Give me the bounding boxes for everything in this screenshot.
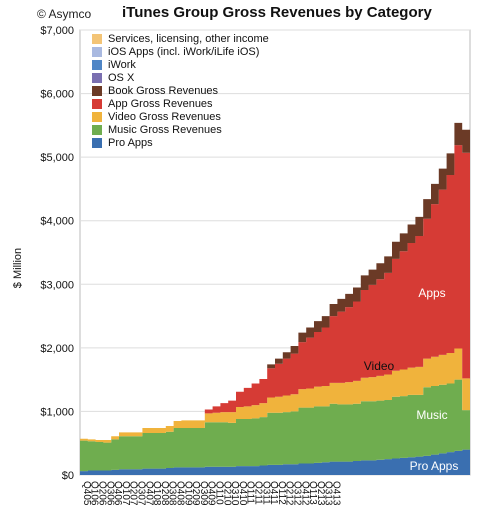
chart-annotation: Pro Apps bbox=[410, 459, 459, 473]
legend-label: OS X bbox=[108, 71, 135, 84]
legend-item: Book Gross Revenues bbox=[92, 84, 269, 97]
x-tick-label: Q112 bbox=[276, 481, 287, 505]
x-tick-label: Q312 bbox=[292, 481, 303, 506]
x-tick-label: Q207 bbox=[128, 481, 139, 506]
y-tick-label: $1,000 bbox=[40, 406, 74, 418]
legend-item: App Gross Revenues bbox=[92, 97, 269, 110]
x-tick-label: Q307 bbox=[136, 481, 147, 506]
y-tick-label: $0 bbox=[62, 470, 74, 482]
legend-swatch bbox=[92, 85, 102, 96]
x-tick-label: Q412 bbox=[299, 481, 310, 506]
legend: Services, licensing, other income iOS App… bbox=[92, 32, 269, 149]
legend-swatch bbox=[92, 33, 102, 44]
chart-annotation: Video bbox=[364, 359, 395, 373]
legend-swatch bbox=[92, 124, 102, 135]
x-tick-label: Q313 bbox=[323, 481, 334, 506]
x-tick-label: Q106 bbox=[89, 481, 100, 506]
x-tick-label: Q211 bbox=[253, 481, 264, 505]
credit-text: © Asymco bbox=[37, 7, 92, 21]
x-tick-label: Q413 bbox=[331, 481, 342, 506]
legend-label: Book Gross Revenues bbox=[108, 84, 219, 97]
x-tick-label: Q209 bbox=[190, 481, 201, 506]
legend-swatch bbox=[92, 98, 102, 109]
legend-swatch bbox=[92, 59, 102, 70]
legend-item: OS X bbox=[92, 71, 269, 84]
x-tick-label: Q310 bbox=[229, 481, 240, 506]
legend-swatch bbox=[92, 46, 102, 57]
chart-header: © Asymco iTunes Group Gross Revenues by … bbox=[0, 2, 480, 24]
x-tick-label: Q309 bbox=[198, 481, 209, 506]
x-tick-label: Q108 bbox=[151, 481, 162, 506]
chart-title: iTunes Group Gross Revenues by Category bbox=[122, 4, 432, 21]
legend-label: Music Gross Revenues bbox=[108, 123, 222, 136]
legend-label: iWork bbox=[108, 58, 136, 71]
legend-label: Video Gross Revenues bbox=[108, 110, 221, 123]
x-tick-label: Q111 bbox=[245, 481, 256, 504]
x-tick-label: Q410 bbox=[237, 481, 248, 506]
x-tick-label: Q409 bbox=[206, 481, 217, 506]
y-tick-label: $6,000 bbox=[40, 89, 74, 101]
series-area bbox=[80, 449, 470, 475]
series-area bbox=[80, 145, 470, 441]
legend-label: Services, licensing, other income bbox=[108, 32, 269, 45]
x-tick-label: Q206 bbox=[97, 481, 108, 506]
y-tick-label: $5,000 bbox=[40, 152, 74, 164]
x-tick-label: Q212 bbox=[284, 481, 295, 506]
y-tick-label: $4,000 bbox=[40, 216, 74, 228]
legend-label: iOS Apps (incl. iWork/iLife iOS) bbox=[108, 45, 260, 58]
chart-annotation: Music bbox=[416, 408, 447, 422]
y-tick-label: $7,000 bbox=[40, 25, 74, 37]
chart-annotation: Apps bbox=[418, 286, 445, 300]
legend-item: iOS Apps (incl. iWork/iLife iOS) bbox=[92, 45, 269, 58]
y-tick-label: $2,000 bbox=[40, 343, 74, 355]
legend-item: iWork bbox=[92, 58, 269, 71]
x-tick-label: Q113 bbox=[307, 481, 318, 505]
x-tick-label: Q408 bbox=[175, 481, 186, 506]
x-tick-label: Q213 bbox=[315, 481, 326, 506]
x-tick-label: Q109 bbox=[182, 481, 193, 506]
legend-swatch bbox=[92, 72, 102, 83]
x-tick-label: Q405 bbox=[81, 481, 92, 506]
legend-label: App Gross Revenues bbox=[108, 97, 213, 110]
series-area bbox=[80, 379, 470, 472]
x-tick-label: Q110 bbox=[214, 481, 225, 505]
x-tick-label: Q308 bbox=[167, 481, 178, 506]
x-tick-label: Q210 bbox=[221, 481, 232, 506]
legend-item: Pro Apps bbox=[92, 136, 269, 149]
legend-item: Services, licensing, other income bbox=[92, 32, 269, 45]
legend-swatch bbox=[92, 111, 102, 122]
x-tick-label: Q311 bbox=[260, 481, 271, 505]
x-tick-label: Q208 bbox=[159, 481, 170, 506]
legend-item: Music Gross Revenues bbox=[92, 123, 269, 136]
x-tick-label: Q411 bbox=[268, 481, 279, 505]
legend-label: Pro Apps bbox=[108, 136, 153, 149]
legend-swatch bbox=[92, 137, 102, 148]
x-tick-label: Q407 bbox=[143, 481, 154, 506]
x-tick-label: Q107 bbox=[120, 481, 131, 506]
x-tick-label: Q406 bbox=[112, 481, 123, 506]
legend-item: Video Gross Revenues bbox=[92, 110, 269, 123]
x-tick-label: Q306 bbox=[104, 481, 115, 506]
y-tick-label: $3,000 bbox=[40, 279, 74, 291]
